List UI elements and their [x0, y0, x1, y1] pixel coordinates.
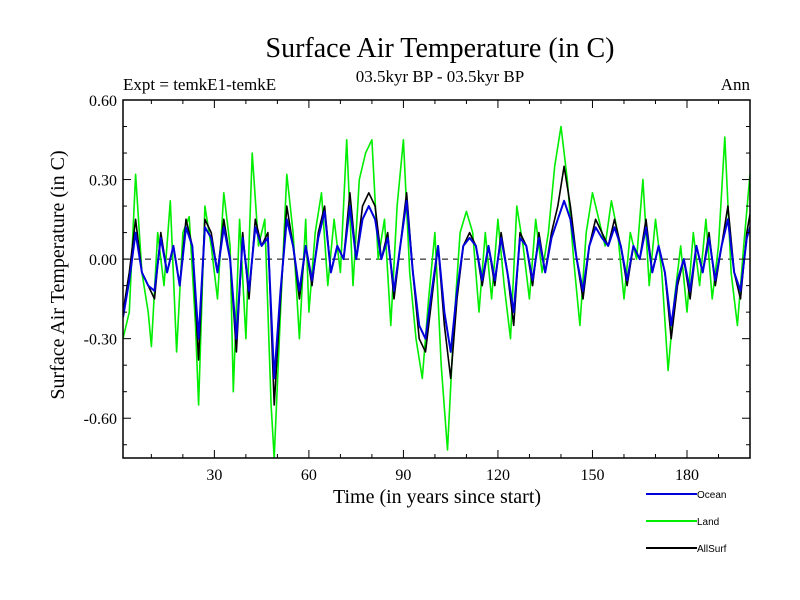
y-tick-label: 0.60 [89, 93, 117, 110]
x-tick-label: 30 [206, 467, 222, 484]
y-tick-label: 0.30 [89, 173, 117, 190]
y-tick-label: 0.00 [89, 252, 117, 269]
chart-title: Surface Air Temperature (in C) [266, 33, 615, 64]
x-axis-label: Time (in years since start) [333, 486, 541, 508]
x-tick-label: 150 [580, 467, 604, 484]
y-axis-label: Surface Air Temperature (in C) [47, 150, 69, 399]
legend-label-land: Land [697, 517, 719, 528]
legend: Ocean Land AllSurf [646, 490, 727, 555]
chart-subtitle-center: 03.5kyr BP - 03.5kyr BP [356, 67, 524, 86]
chart-subtitle-right: Ann [721, 75, 751, 94]
y-tick-label: -0.30 [84, 332, 117, 349]
x-tick-label: 180 [675, 467, 699, 484]
x-tick-label: 90 [395, 467, 411, 484]
legend-label-ocean: Ocean [697, 490, 726, 501]
plot-frame [122, 99, 751, 459]
x-tick-label: 60 [301, 467, 317, 484]
series-layer [123, 125, 750, 458]
y-axis: -0.60 -0.30 0.00 0.30 0.60 [84, 93, 750, 446]
x-tick-label: 120 [486, 467, 510, 484]
series-line-ocean [123, 199, 750, 380]
x-axis: 30 60 90 120 150 180 [150, 100, 751, 484]
y-tick-label: -0.60 [84, 411, 117, 428]
chart-subtitle-left: Expt = temkE1-temkE [123, 75, 276, 94]
series-line-land [123, 125, 750, 458]
legend-label-allsurf: AllSurf [697, 544, 727, 555]
